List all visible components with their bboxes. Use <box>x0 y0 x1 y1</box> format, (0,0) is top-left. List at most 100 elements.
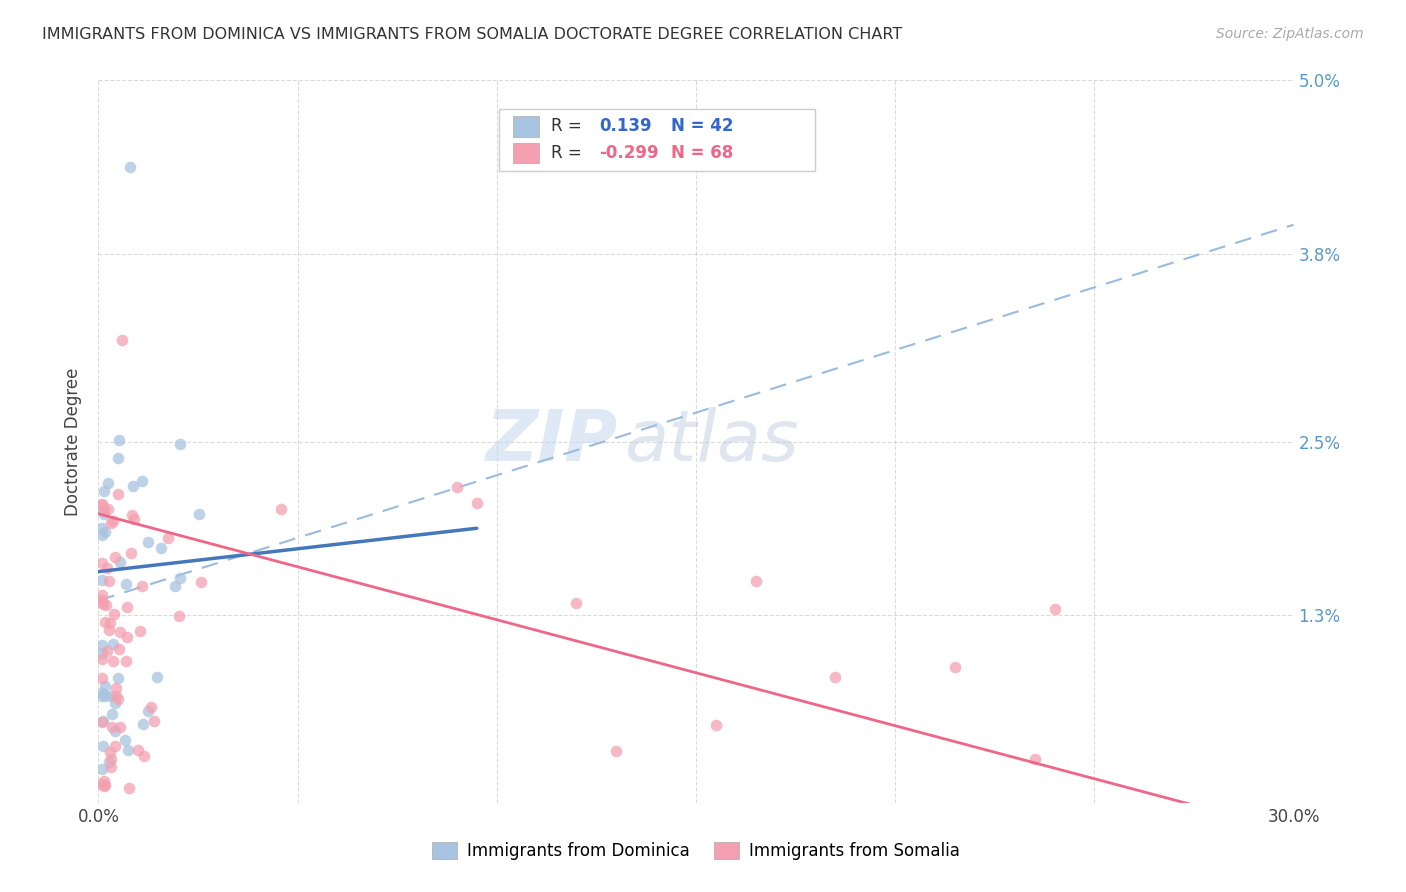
Point <box>100 752 122 766</box>
Point <box>117 743 139 757</box>
Point <box>465 496 488 510</box>
Point <box>91 646 114 660</box>
Point <box>143 714 166 729</box>
Text: N = 68: N = 68 <box>671 145 733 162</box>
Text: -0.299: -0.299 <box>599 145 659 162</box>
Point <box>107 671 129 685</box>
Point <box>91 777 114 791</box>
Point <box>104 723 127 738</box>
Point <box>97 574 120 588</box>
Point <box>1024 752 1046 766</box>
Point <box>824 671 846 685</box>
Text: R =: R = <box>551 145 588 162</box>
Point <box>605 744 627 758</box>
Point <box>100 759 122 773</box>
Point <box>187 507 209 521</box>
Point <box>91 739 114 754</box>
Point <box>101 721 124 735</box>
Text: ZIP: ZIP <box>486 407 619 476</box>
Point <box>91 573 114 587</box>
Point <box>118 780 141 795</box>
Point <box>100 744 122 758</box>
Point <box>107 450 129 465</box>
Point <box>97 624 120 638</box>
Point <box>91 503 114 517</box>
Point <box>1043 602 1066 616</box>
Point <box>96 644 118 658</box>
Point <box>93 679 115 693</box>
Point <box>101 707 124 722</box>
Point <box>107 691 129 706</box>
Bar <box>513 116 540 136</box>
Point <box>128 624 150 639</box>
Point <box>104 681 127 696</box>
Point <box>122 512 145 526</box>
Point <box>93 714 115 728</box>
Point <box>121 508 143 523</box>
Point <box>149 541 172 556</box>
Point <box>91 588 114 602</box>
Point <box>91 638 114 652</box>
Point <box>111 334 134 348</box>
Point <box>136 705 159 719</box>
Point <box>108 720 131 734</box>
Point <box>91 652 114 666</box>
Point <box>104 549 127 564</box>
Point <box>169 571 191 585</box>
Point <box>101 654 124 668</box>
Text: R =: R = <box>551 118 588 136</box>
FancyBboxPatch shape <box>499 109 815 170</box>
Point <box>93 508 115 522</box>
Point <box>114 732 136 747</box>
Point <box>115 599 138 614</box>
Bar <box>513 143 540 163</box>
Point <box>704 717 727 731</box>
Point <box>91 556 114 570</box>
Point <box>91 521 114 535</box>
Point <box>91 686 114 700</box>
Text: 0.139: 0.139 <box>599 118 652 136</box>
Point <box>96 598 118 612</box>
Point <box>91 499 114 513</box>
Text: N = 42: N = 42 <box>671 118 734 136</box>
Point <box>745 574 768 588</box>
Point <box>107 433 129 447</box>
Point <box>91 592 114 607</box>
Point <box>132 716 155 731</box>
Point <box>108 624 131 639</box>
Point <box>91 597 114 611</box>
Point <box>103 696 125 710</box>
Point <box>94 778 117 792</box>
Point <box>121 479 143 493</box>
Point <box>94 689 117 703</box>
Point <box>146 670 169 684</box>
Point <box>97 502 120 516</box>
Point <box>93 779 115 793</box>
Point <box>98 615 121 630</box>
Point <box>98 755 121 769</box>
Point <box>136 535 159 549</box>
Point <box>446 480 468 494</box>
Point <box>104 739 127 753</box>
Point <box>101 637 124 651</box>
Point <box>96 560 118 574</box>
Legend: Immigrants from Dominica, Immigrants from Somalia: Immigrants from Dominica, Immigrants fro… <box>425 835 967 867</box>
Point <box>131 579 153 593</box>
Point <box>943 659 966 673</box>
Text: IMMIGRANTS FROM DOMINICA VS IMMIGRANTS FROM SOMALIA DOCTORATE DEGREE CORRELATION: IMMIGRANTS FROM DOMINICA VS IMMIGRANTS F… <box>42 27 903 42</box>
Point <box>114 577 136 591</box>
Point <box>139 699 162 714</box>
Point <box>93 503 115 517</box>
Point <box>93 774 115 789</box>
Point <box>169 608 191 623</box>
Point <box>120 546 142 560</box>
Point <box>190 575 212 590</box>
Point <box>108 641 131 656</box>
Point <box>101 514 124 528</box>
Text: Source: ZipAtlas.com: Source: ZipAtlas.com <box>1216 27 1364 41</box>
Point <box>120 160 142 174</box>
Text: atlas: atlas <box>624 407 799 476</box>
Point <box>91 714 114 729</box>
Point <box>100 689 122 703</box>
Point <box>93 483 115 498</box>
